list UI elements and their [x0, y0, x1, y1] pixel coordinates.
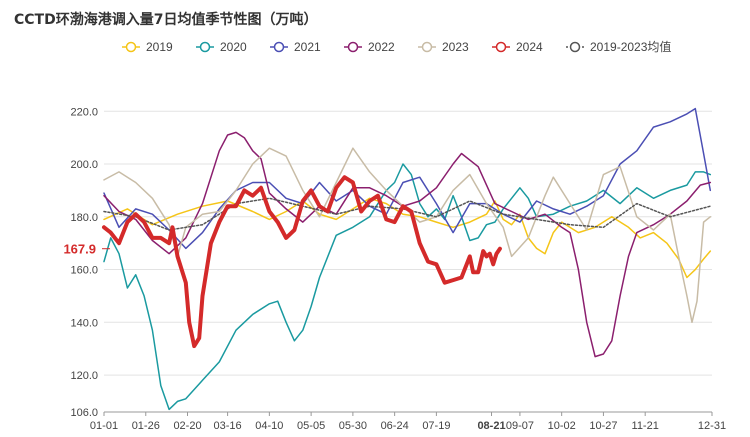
- y-tick-label: 106.0: [70, 407, 98, 419]
- y-tick-label: 160.0: [70, 265, 98, 277]
- series-line-2022: [103, 131, 712, 358]
- series-line-2020: [103, 163, 712, 411]
- legend-item-2024[interactable]: 2024: [492, 40, 543, 54]
- y-axis: 106.0 120.0 140.0 160.0 180.0 200.0 220.0: [70, 106, 98, 419]
- x-tick-label: 05-05: [297, 420, 325, 432]
- x-tick-label: 09-07: [506, 420, 534, 432]
- x-tick-label: 11-21: [632, 420, 659, 432]
- legend-swatch-marker: [273, 41, 285, 53]
- legend-label: 2019-2023均值: [590, 39, 671, 54]
- x-tick-label-highlight: 08-21: [477, 420, 505, 432]
- legend-label: 2022: [368, 40, 395, 54]
- x-tick-label: 07-19: [422, 420, 450, 432]
- series-line-2024: [102, 175, 502, 349]
- x-tick-label: 05-30: [339, 420, 367, 432]
- legend-label: 2023: [442, 40, 469, 54]
- y-tick-label: 120.0: [70, 370, 98, 382]
- chart-title: CCTD环渤海港调入量7日均值季节性图（万吨）: [14, 11, 317, 28]
- legend-swatch-marker: [421, 41, 433, 53]
- legend-item-2022[interactable]: 2022: [344, 40, 395, 54]
- legend-swatch-marker: [199, 41, 211, 53]
- x-tick-label: 12-31: [698, 420, 726, 432]
- y-tick-label: 180.0: [70, 212, 98, 224]
- x-tick-label: 10-02: [548, 420, 576, 432]
- chart-series: [102, 107, 712, 411]
- legend-label: 2024: [516, 40, 543, 54]
- y-tick-label: 220.0: [70, 106, 98, 118]
- legend-item-2021[interactable]: 2021: [270, 40, 321, 54]
- legend-swatch-marker: [125, 41, 137, 53]
- series-line-2019: [103, 197, 712, 279]
- legend-label: 2021: [294, 40, 321, 54]
- legend-item-2023[interactable]: 2023: [418, 40, 469, 54]
- legend-item-2019[interactable]: 2019: [122, 40, 173, 54]
- chart-legend: 2019 2020 2021 2022 2023 2024 2019-2023均值: [122, 39, 671, 54]
- legend-item-2019-2023均值[interactable]: 2019-2023均值: [566, 39, 671, 54]
- x-tick-label: 10-27: [589, 420, 617, 432]
- chart-overlays: 167.9: [63, 242, 110, 257]
- legend-swatch-marker: [347, 41, 359, 53]
- chart-grid: [104, 110, 712, 413]
- y-tick-label: 140.0: [70, 317, 98, 329]
- legend-label: 2019: [146, 40, 173, 54]
- legend-swatch-marker: [569, 41, 581, 53]
- x-tick-label: 03-16: [214, 420, 242, 432]
- x-axis: 01-01 01-26 02-20 03-16 04-10 05-05 05-30 06-24…: [90, 411, 726, 432]
- current-value-label: 167.9: [63, 242, 96, 257]
- x-tick-label: 04-10: [255, 420, 283, 432]
- legend-item-2020[interactable]: 2020: [196, 40, 247, 54]
- x-tick-label: 01-26: [132, 420, 160, 432]
- x-tick-label: 06-24: [381, 420, 409, 432]
- x-tick-label: 01-01: [90, 420, 118, 432]
- legend-swatch-marker: [495, 41, 507, 53]
- series-line-2021: [103, 107, 712, 250]
- y-tick-label: 200.0: [70, 159, 98, 171]
- x-tick-label: 02-20: [173, 420, 201, 432]
- legend-label: 2020: [220, 40, 247, 54]
